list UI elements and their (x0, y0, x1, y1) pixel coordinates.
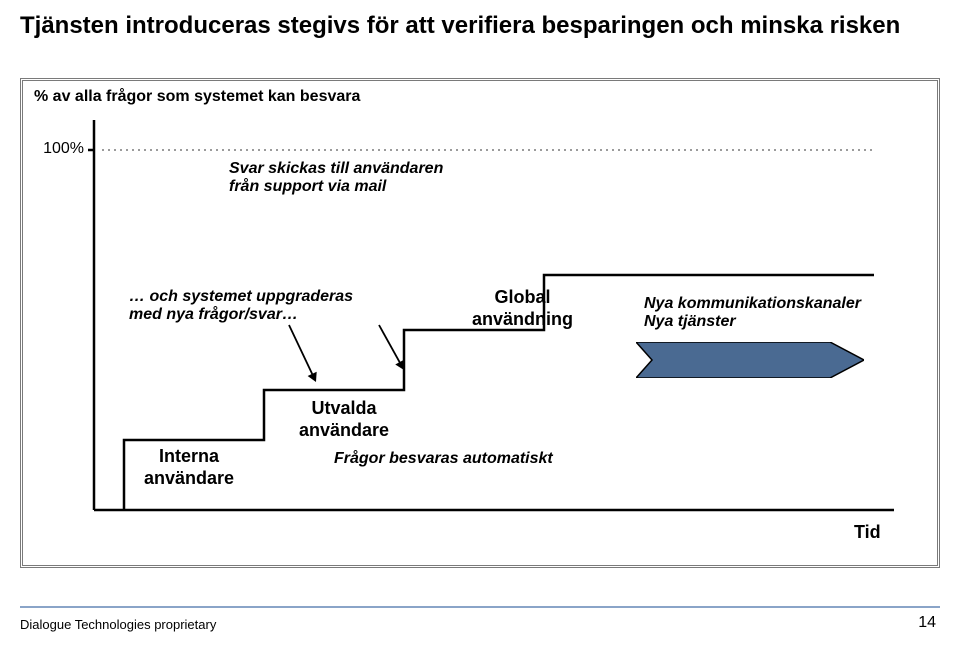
step-label-utvalda: Utvalda användare (299, 398, 389, 441)
leader-line-2 (379, 325, 400, 363)
step-label-interna: Interna användare (144, 446, 234, 489)
step-label-global: Global användning (472, 287, 573, 330)
annotation-support-mail: Svar skickas till användaren från suppor… (229, 160, 443, 196)
annotation-upgrade: … och systemet uppgraderas med nya frågo… (129, 288, 353, 324)
arrow-shape (636, 342, 864, 378)
page-number: 14 (918, 614, 936, 632)
y-tick-label-100: 100% (36, 140, 84, 158)
footer-text: Dialogue Technologies proprietary (20, 617, 216, 632)
leader-line-1 (289, 325, 313, 375)
annotation-right: Nya kommunikationskanaler Nya tjänster (644, 295, 861, 331)
slide-title: Tjänsten introduceras stegivs för att ve… (20, 12, 900, 40)
annotation-auto: Frågor besvaras automatiskt (334, 450, 553, 468)
slide: Tjänsten introduceras stegivs för att ve… (0, 0, 960, 646)
x-axis-label: Tid (854, 522, 881, 543)
y-axis-label: % av alla frågor som systemet kan besvar… (34, 88, 360, 106)
footer-rule (20, 606, 940, 608)
